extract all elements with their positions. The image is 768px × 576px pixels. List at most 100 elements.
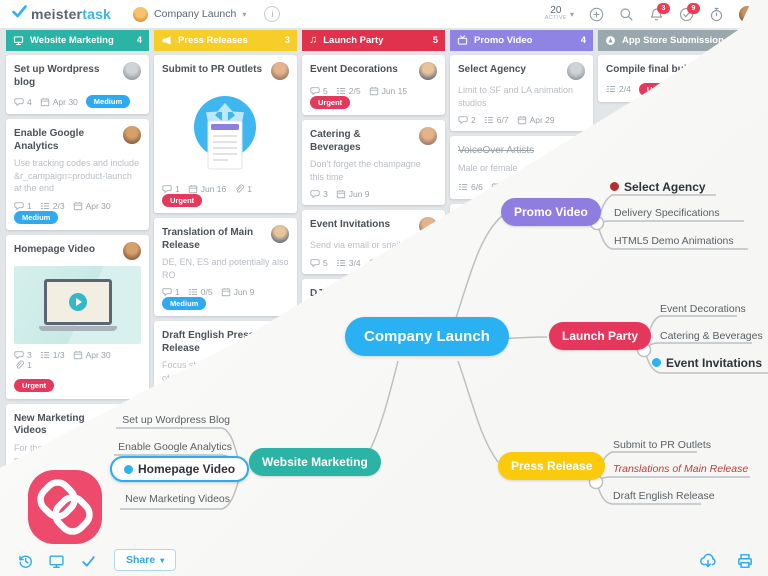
check-tasks-icon[interactable] bbox=[80, 553, 97, 570]
bullet-icon bbox=[124, 464, 133, 474]
task-card[interactable]: Translation of Main Release DE, EN, ES a… bbox=[154, 218, 297, 317]
my-tasks-check-icon[interactable]: 9 bbox=[679, 2, 700, 22]
notifications-badge: 3 bbox=[657, 2, 670, 14]
priority-badge: Medium bbox=[162, 297, 207, 311]
share-button[interactable]: Share ▾ bbox=[114, 549, 177, 571]
mindmap-branch-website-marketing[interactable]: Website Marketing bbox=[249, 448, 381, 476]
task-card[interactable]: Submit to PR Outlets bbox=[154, 55, 297, 213]
column-count: 5 bbox=[432, 35, 438, 46]
priority-badge: Urgent bbox=[162, 194, 203, 207]
due-date: Apr 30 bbox=[40, 97, 78, 107]
card-title: New Marketing Videos bbox=[14, 412, 85, 437]
active-label: ACTIVE bbox=[544, 15, 567, 22]
priority-badge: Urgent bbox=[310, 96, 351, 109]
mindmap-node-translations-of-main-release[interactable]: Translations of Main Release bbox=[613, 463, 749, 475]
notifications-bell-icon[interactable]: 3 bbox=[649, 2, 670, 22]
mindmeister-logo bbox=[26, 468, 104, 551]
checklist-progress: 0/5 bbox=[188, 287, 213, 297]
mindmap-node-event-decorations[interactable]: Event Decorations bbox=[660, 303, 746, 315]
card-description: Male or female bbox=[458, 162, 518, 173]
card-title: Submit to PR Outlets bbox=[162, 64, 262, 75]
active-tasks-counter[interactable]: 20 ACTIVE ▾ bbox=[545, 6, 574, 22]
assignee-avatar[interactable] bbox=[123, 126, 141, 144]
laptop-video-illustration bbox=[14, 265, 141, 344]
checklist-progress: 2/4 bbox=[606, 84, 631, 94]
task-card[interactable]: Select Agency Limit to SF and LA animati… bbox=[450, 55, 593, 132]
mindmap-branch-promo-video[interactable]: Promo Video bbox=[501, 198, 601, 226]
column-header-promo-video[interactable]: Promo Video 4 bbox=[450, 30, 593, 51]
mindmap-node-enable-google-analytics[interactable]: Enable Google Analytics bbox=[118, 441, 232, 453]
card-title: Translation of Main Release bbox=[162, 227, 254, 251]
checklist-progress: 6/7 bbox=[484, 115, 509, 125]
card-title: Event Decorations bbox=[310, 64, 398, 75]
mindmap-branch-launch-party[interactable]: Launch Party bbox=[549, 322, 652, 350]
comments-count: 1 bbox=[14, 201, 32, 211]
comments-count: 5 bbox=[310, 258, 328, 268]
column-header-app-store-submission[interactable]: App Store Submission bbox=[598, 30, 741, 51]
assignee-avatar[interactable] bbox=[271, 62, 289, 80]
comments-count: 4 bbox=[14, 97, 32, 107]
checklist-progress: 6/6 bbox=[458, 182, 483, 192]
task-card[interactable]: Homepage Video 3 1/3 Apr 30 1 Urgent bbox=[6, 234, 149, 399]
add-icon[interactable] bbox=[589, 7, 604, 22]
presentation-monitor-icon[interactable] bbox=[48, 553, 65, 570]
search-icon[interactable] bbox=[619, 7, 634, 22]
task-card[interactable]: Event Decorations 5 2/5 Jun 15 Urgent bbox=[302, 55, 445, 115]
card-title: Catering & Beverages bbox=[310, 129, 361, 153]
chevron-down-icon: ▾ bbox=[160, 555, 165, 565]
mindmap-root-node[interactable]: Company Launch bbox=[345, 317, 509, 356]
cloud-download-icon[interactable] bbox=[699, 552, 717, 570]
column-title: Website Marketing bbox=[30, 35, 114, 46]
mindmap-node-event-invitations[interactable]: Event Invitations bbox=[652, 356, 762, 370]
priority-badge: Urgent bbox=[14, 378, 55, 392]
task-card[interactable]: Enable Google Analytics Use tracking cod… bbox=[6, 119, 149, 230]
assignee-avatar[interactable] bbox=[123, 62, 141, 80]
mindmap-node-draft-english-release[interactable]: Draft English Release bbox=[613, 490, 715, 502]
column-header-launch-party[interactable]: ♫ Launch Party 5 bbox=[302, 30, 445, 51]
comments-count: 1 bbox=[162, 287, 180, 297]
comments-count: 2 bbox=[458, 115, 476, 125]
card-title: VoiceOver Artists bbox=[458, 145, 535, 157]
assignee-avatar[interactable] bbox=[419, 62, 437, 80]
chevron-down-icon: ▾ bbox=[242, 9, 247, 19]
mindmap-node-new-marketing-videos[interactable]: New Marketing Videos bbox=[125, 493, 230, 505]
assignee-avatar[interactable] bbox=[271, 225, 289, 243]
bullet-icon bbox=[652, 358, 661, 367]
card-title: Homepage Video bbox=[14, 243, 95, 255]
task-card[interactable]: Catering & Beverages Don't forget the ch… bbox=[302, 120, 445, 206]
card-title: Set up Wordpress blog bbox=[14, 64, 100, 88]
mindmap-node-set-up-wordpress-blog[interactable]: Set up Wordpress Blog bbox=[122, 414, 230, 426]
mindmap-branch-press-release[interactable]: Press Release bbox=[498, 452, 606, 480]
assignee-avatar[interactable] bbox=[123, 241, 141, 260]
history-icon[interactable] bbox=[17, 553, 34, 570]
monitor-icon bbox=[13, 35, 24, 46]
mindmap-node-homepage-video-selected[interactable]: Homepage Video bbox=[110, 456, 250, 482]
card-description: Limit to SF and LA animation studios bbox=[458, 85, 574, 108]
mindmap-node-catering-beverages[interactable]: Catering & Beverages bbox=[660, 330, 763, 342]
column-header-press-releases[interactable]: Press Releases 3 bbox=[154, 30, 297, 51]
task-card[interactable]: Set up Wordpress blog 4 Apr 30 Medium bbox=[6, 55, 149, 114]
print-icon[interactable] bbox=[736, 552, 754, 570]
music-note-icon: ♫ bbox=[309, 34, 318, 46]
mindmap-node-delivery-specifications[interactable]: Delivery Specifications bbox=[614, 207, 720, 219]
time-tracking-icon[interactable] bbox=[709, 7, 724, 22]
column-title: Launch Party bbox=[323, 35, 384, 46]
press-release-illustration bbox=[162, 85, 289, 178]
mindmap-node-select-agency[interactable]: Select Agency bbox=[610, 180, 706, 194]
assignee-avatar[interactable] bbox=[567, 62, 585, 80]
info-icon[interactable]: i bbox=[264, 6, 281, 22]
project-name: Company Launch bbox=[154, 8, 237, 20]
comments-count: 1 bbox=[162, 184, 180, 194]
column-header-website-marketing[interactable]: Website Marketing 4 bbox=[6, 30, 149, 51]
assignee-avatar[interactable] bbox=[419, 127, 437, 145]
top-bar: meistertask Company Launch ▾ i 20 ACTIVE… bbox=[0, 0, 768, 28]
checklist-progress: 2/3 bbox=[40, 201, 65, 211]
mindmap-node-submit-to-pr-outlets[interactable]: Submit to PR Outlets bbox=[613, 439, 712, 451]
mindmap-node-html5-demo-animations[interactable]: HTML5 Demo Animations bbox=[614, 235, 734, 247]
meistertask-logo[interactable]: meistertask bbox=[12, 5, 111, 23]
card-title: Enable Google Analytics bbox=[14, 128, 85, 152]
due-date: Apr 30 bbox=[73, 350, 111, 360]
brand-name: meistertask bbox=[31, 6, 112, 22]
project-selector[interactable]: Company Launch ▾ bbox=[133, 6, 247, 22]
attachments-count: 1 bbox=[234, 184, 252, 194]
